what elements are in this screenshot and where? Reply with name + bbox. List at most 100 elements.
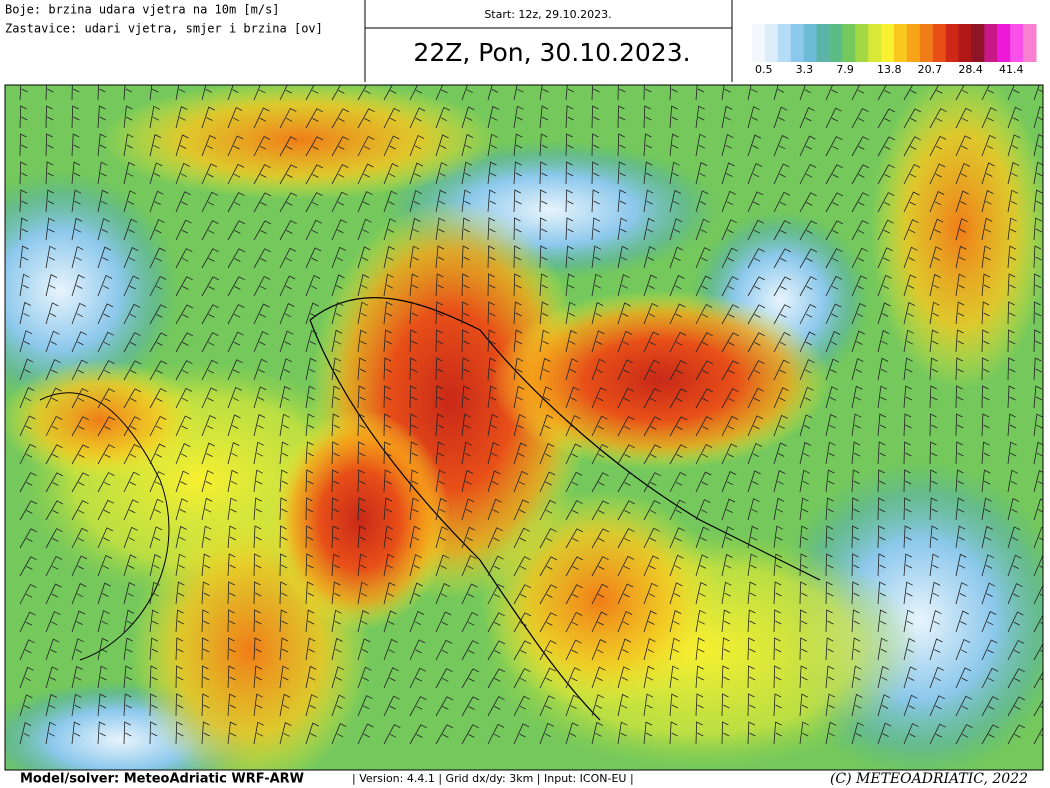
color-swatch bbox=[1010, 24, 1024, 62]
wind-barb bbox=[331, 274, 345, 297]
wind-barb bbox=[565, 85, 575, 101]
wind-barb bbox=[617, 85, 626, 101]
wind-barb bbox=[903, 136, 921, 157]
wind-barb bbox=[669, 275, 685, 297]
color-swatch bbox=[855, 24, 869, 62]
wind-barb bbox=[149, 471, 165, 493]
wind-barb bbox=[1033, 385, 1043, 409]
wind-barb bbox=[305, 274, 321, 297]
wind-barb bbox=[721, 581, 732, 605]
wind-barb bbox=[903, 469, 912, 493]
wind-barb bbox=[383, 441, 392, 465]
wind-barb bbox=[513, 273, 522, 297]
wind-barb bbox=[487, 696, 505, 717]
wind-barb bbox=[123, 161, 135, 185]
wind-barb bbox=[409, 301, 418, 325]
wind-barb bbox=[955, 385, 964, 409]
wind-barb bbox=[669, 218, 683, 241]
wind-barb bbox=[461, 724, 479, 745]
wind-barb bbox=[565, 358, 579, 381]
wind-barb bbox=[877, 525, 886, 549]
wind-barb bbox=[1033, 301, 1042, 325]
wind-barb bbox=[643, 693, 654, 717]
wind-barb bbox=[591, 721, 603, 745]
wind-barb bbox=[487, 245, 496, 269]
color-swatch bbox=[984, 24, 998, 62]
wind-barb bbox=[123, 526, 138, 549]
wind-barb bbox=[903, 85, 917, 101]
wind-barb bbox=[929, 581, 941, 605]
wind-barb bbox=[357, 469, 366, 493]
wind-barb bbox=[643, 555, 660, 577]
wind-barb bbox=[331, 219, 347, 241]
wind-barb bbox=[279, 358, 293, 381]
colorbar-label: 28.4 bbox=[958, 63, 983, 76]
wind-barb bbox=[45, 189, 55, 213]
wind-barb bbox=[1007, 134, 1021, 157]
wind-barb bbox=[851, 85, 865, 101]
wind-barb bbox=[149, 134, 162, 157]
wind-barb bbox=[71, 527, 89, 549]
wind-barb bbox=[487, 668, 506, 689]
wind-barb bbox=[721, 85, 731, 101]
colorbar-label: 7.9 bbox=[836, 63, 854, 76]
wind-barb bbox=[773, 191, 791, 213]
wind-barb bbox=[201, 106, 215, 129]
wind-barb bbox=[591, 273, 603, 297]
wind-barb bbox=[71, 638, 84, 661]
wind-barb bbox=[435, 217, 446, 241]
wind-barb bbox=[565, 245, 574, 269]
wind-barb bbox=[19, 85, 28, 101]
wind-barb bbox=[279, 637, 289, 661]
wind-barb bbox=[513, 442, 527, 465]
wind-barb bbox=[721, 304, 739, 325]
wind-barb bbox=[149, 332, 168, 353]
wind-barb bbox=[331, 136, 349, 157]
wind-barb bbox=[97, 527, 114, 549]
wind-barb bbox=[487, 555, 504, 577]
wind-barb bbox=[565, 471, 583, 493]
wind-barb bbox=[175, 498, 189, 521]
wind-barb bbox=[955, 638, 971, 661]
wind-barb bbox=[1007, 611, 1024, 633]
wind-barb bbox=[799, 525, 808, 549]
wind-barb bbox=[383, 107, 401, 129]
wind-barb bbox=[669, 246, 684, 269]
wind-barb bbox=[825, 220, 844, 241]
wind-barb bbox=[539, 386, 552, 409]
wind-barb bbox=[1007, 329, 1016, 353]
wind-barb bbox=[19, 500, 38, 521]
wind-barb bbox=[565, 415, 581, 437]
wind-barb bbox=[227, 220, 246, 241]
wind-barb bbox=[617, 302, 631, 325]
wind-barb bbox=[435, 583, 451, 605]
wind-barb bbox=[799, 192, 817, 213]
wind-barb bbox=[97, 693, 107, 717]
wind-barb bbox=[851, 220, 869, 241]
wind-barb bbox=[19, 443, 37, 465]
wind-barb bbox=[461, 555, 477, 577]
wind-barb bbox=[1033, 217, 1042, 241]
wind-barb bbox=[19, 639, 35, 661]
wind-barb bbox=[773, 497, 785, 521]
wind-barb bbox=[929, 301, 940, 325]
wind-barb bbox=[1007, 273, 1016, 297]
wind-barb bbox=[409, 525, 421, 549]
wind-barb bbox=[1007, 583, 1023, 605]
wind-barb bbox=[227, 469, 239, 493]
wind-barb bbox=[201, 304, 219, 325]
wind-barb bbox=[461, 385, 470, 409]
wind-barb bbox=[123, 388, 142, 409]
wind-barb bbox=[565, 189, 574, 213]
wind-barb bbox=[227, 497, 238, 521]
wind-barb bbox=[981, 217, 993, 241]
wind-barb bbox=[201, 665, 210, 689]
wind-barb bbox=[97, 721, 106, 745]
wind-barb bbox=[591, 189, 600, 213]
wind-barb bbox=[513, 245, 522, 269]
wind-barb bbox=[669, 499, 686, 521]
wind-barb bbox=[955, 245, 967, 269]
wind-barb bbox=[591, 528, 610, 549]
wind-barb bbox=[149, 247, 166, 269]
wind-barb bbox=[955, 107, 972, 129]
